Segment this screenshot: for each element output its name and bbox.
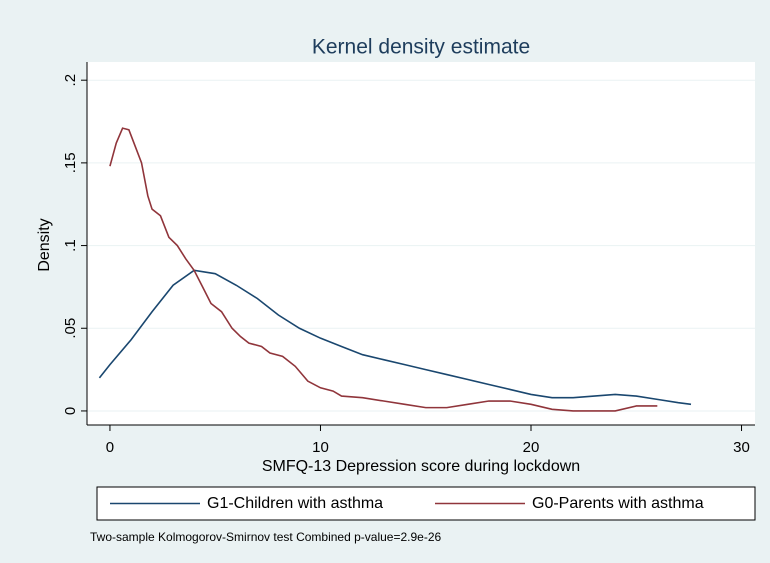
x-tick-label: 30 (733, 439, 750, 456)
chart-title: Kernel density estimate (312, 36, 530, 59)
y-tick-label: .05 (62, 318, 79, 339)
series-line (98, 269, 692, 406)
note: Two-sample Kolmogorov-Smirnov test Combi… (90, 530, 441, 544)
y-tick-label: .2 (62, 74, 79, 87)
legend-label: G1-Children with asthma (207, 495, 383, 512)
plot-area (87, 62, 755, 425)
y-tick-label: .1 (62, 239, 79, 252)
y-tick-label: 0 (62, 407, 79, 415)
legend-label: G0-Parents with asthma (532, 495, 704, 512)
x-axis-title: SMFQ-13 Depression score during lockdown (262, 458, 580, 475)
series-line (109, 127, 658, 412)
x-tick-label: 0 (106, 439, 114, 456)
x-tick-label: 20 (523, 439, 540, 456)
y-tick-label: .15 (62, 152, 79, 173)
x-tick-label: 10 (312, 439, 329, 456)
y-axis-title: Density (36, 218, 53, 271)
legend-box (96, 486, 756, 521)
